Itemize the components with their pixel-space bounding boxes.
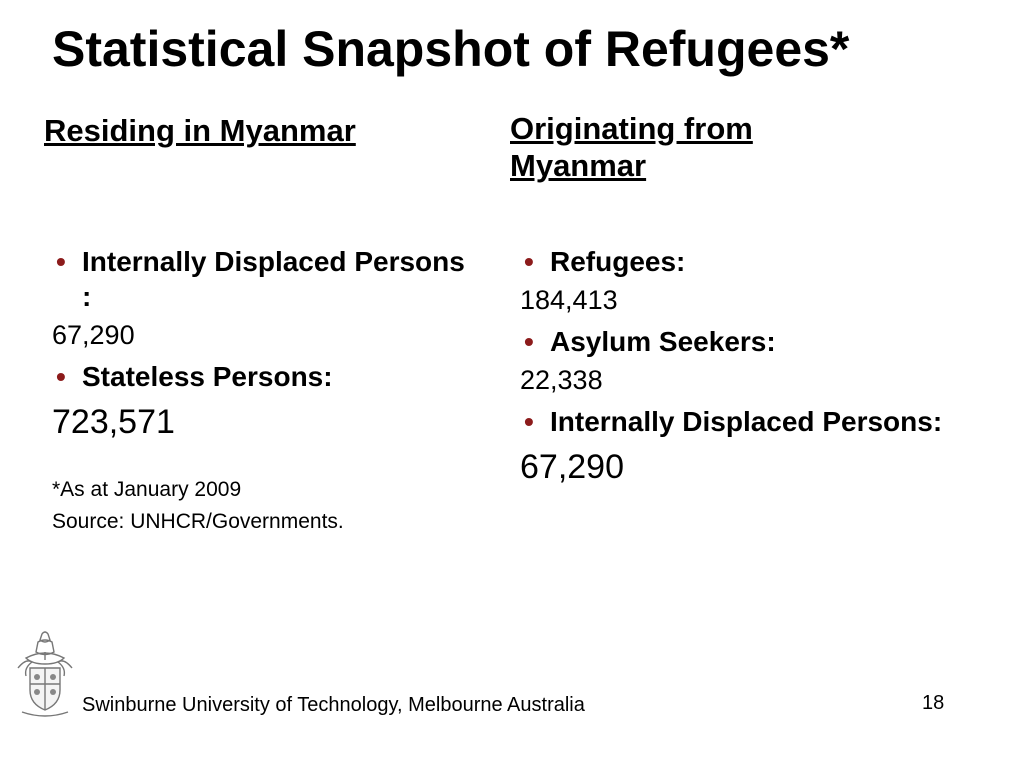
- note-source: Source: UNHCR/Governments.: [52, 509, 344, 533]
- bullet-value: 22,338: [520, 365, 603, 396]
- bullet-label: Internally Displaced Persons :: [82, 246, 465, 312]
- bullet-item: • Asylum Seekers:: [520, 324, 980, 359]
- bullet-label: Asylum Seekers:: [550, 326, 776, 358]
- right-column: • Refugees: 184,413 • Asylum Seekers: 22…: [520, 244, 980, 495]
- university-crest-icon: [17, 631, 73, 717]
- bullet-dot-icon: •: [524, 406, 534, 438]
- page-number: 18: [922, 692, 945, 714]
- bullet-label: Stateless Persons:: [82, 361, 333, 393]
- bullet-item: • Refugees:: [520, 244, 980, 279]
- left-column-heading: Residing in Myanmar: [44, 113, 356, 148]
- bullet-dot-icon: •: [524, 326, 534, 358]
- bullet-value: 67,290: [52, 320, 135, 350]
- bullet-label: Internally Displaced Persons:: [550, 406, 943, 438]
- footer-text: Swinburne University of Technology, Melb…: [82, 694, 585, 716]
- slide-title: Statistical Snapshot of Refugees*: [52, 21, 850, 77]
- bullet-label: Refugees:: [550, 246, 686, 277]
- bullet-dot-icon: •: [524, 246, 534, 277]
- bullet-item: • Internally Displaced Persons:: [520, 404, 980, 439]
- left-column: • Internally Displaced Persons : 67,290 …: [52, 244, 472, 537]
- bullet-dot-icon: •: [56, 361, 66, 393]
- bullet-value: 723,571: [52, 403, 175, 442]
- note-date: *As at January 2009: [52, 478, 242, 502]
- bullet-item: • Internally Displaced Persons :: [52, 244, 472, 314]
- bullet-value: 184,413: [520, 285, 618, 315]
- bullet-item: • Stateless Persons:: [52, 359, 472, 394]
- bullet-value: 67,290: [520, 448, 624, 487]
- right-column-heading: Originating from Myanmar: [510, 111, 753, 184]
- bullet-dot-icon: •: [56, 246, 66, 277]
